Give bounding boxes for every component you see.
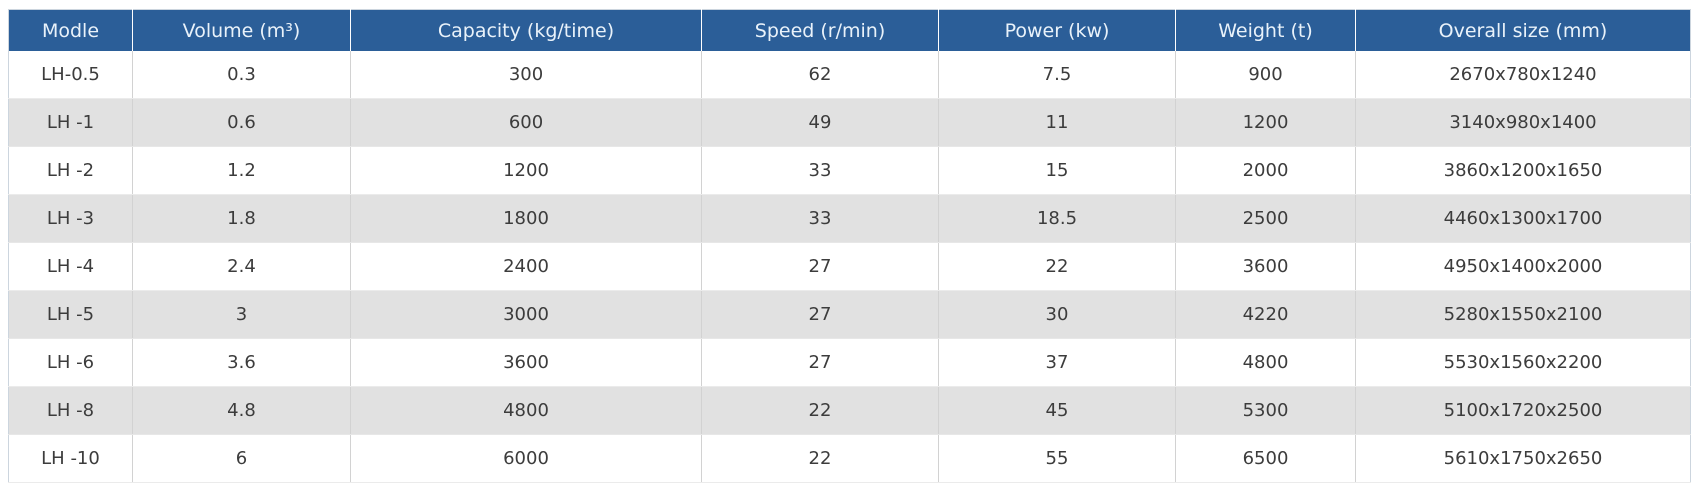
cell-modle: LH -4 xyxy=(8,242,133,291)
cell-volume: 0.6 xyxy=(132,98,351,147)
column-header-overall-size: Overall size (mm) xyxy=(1355,9,1691,51)
cell-overall-size: 5530x1560x2200 xyxy=(1355,338,1691,387)
cell-overall-size: 4460x1300x1700 xyxy=(1355,194,1691,243)
cell-power: 15 xyxy=(938,146,1176,195)
cell-capacity: 4800 xyxy=(350,386,702,435)
cell-weight: 2000 xyxy=(1175,146,1356,195)
cell-volume: 6 xyxy=(132,434,351,483)
column-header-volume: Volume (m³) xyxy=(132,9,351,51)
cell-speed: 27 xyxy=(701,290,939,339)
table-header: Modle Volume (m³) Capacity (kg/time) Spe… xyxy=(8,9,1691,51)
cell-volume: 1.8 xyxy=(132,194,351,243)
cell-power: 55 xyxy=(938,434,1176,483)
cell-power: 22 xyxy=(938,242,1176,291)
column-header-weight: Weight (t) xyxy=(1175,9,1356,51)
table-row: LH-0.5 0.3 300 62 7.5 900 2670x780x1240 xyxy=(8,51,1691,99)
cell-capacity: 6000 xyxy=(350,434,702,483)
cell-speed: 22 xyxy=(701,434,939,483)
table-row: LH -1 0.6 600 49 11 1200 3140x980x1400 xyxy=(8,98,1691,147)
cell-weight: 900 xyxy=(1175,51,1356,99)
cell-power: 37 xyxy=(938,338,1176,387)
cell-overall-size: 3860x1200x1650 xyxy=(1355,146,1691,195)
cell-overall-size: 4950x1400x2000 xyxy=(1355,242,1691,291)
cell-modle: LH -3 xyxy=(8,194,133,243)
table-row: LH -10 6 6000 22 55 6500 5610x1750x2650 xyxy=(8,434,1691,483)
cell-power: 18.5 xyxy=(938,194,1176,243)
cell-speed: 22 xyxy=(701,386,939,435)
table-row: LH -2 1.2 1200 33 15 2000 3860x1200x1650 xyxy=(8,146,1691,195)
cell-power: 30 xyxy=(938,290,1176,339)
cell-volume: 3.6 xyxy=(132,338,351,387)
cell-weight: 1200 xyxy=(1175,98,1356,147)
column-header-modle: Modle xyxy=(8,9,133,51)
cell-capacity: 300 xyxy=(350,51,702,99)
cell-modle: LH -2 xyxy=(8,146,133,195)
table-row: LH -5 3 3000 27 30 4220 5280x1550x2100 xyxy=(8,290,1691,339)
cell-power: 7.5 xyxy=(938,51,1176,99)
cell-modle: LH -5 xyxy=(8,290,133,339)
cell-overall-size: 5280x1550x2100 xyxy=(1355,290,1691,339)
column-header-speed: Speed (r/min) xyxy=(701,9,939,51)
cell-overall-size: 5610x1750x2650 xyxy=(1355,434,1691,483)
table-body: LH-0.5 0.3 300 62 7.5 900 2670x780x1240 LH -1 0.… xyxy=(8,51,1691,483)
cell-weight: 4220 xyxy=(1175,290,1356,339)
cell-speed: 33 xyxy=(701,146,939,195)
cell-capacity: 3600 xyxy=(350,338,702,387)
cell-capacity: 600 xyxy=(350,98,702,147)
cell-overall-size: 3140x980x1400 xyxy=(1355,98,1691,147)
cell-capacity: 3000 xyxy=(350,290,702,339)
table-row: LH -4 2.4 2400 27 22 3600 4950x1400x2000 xyxy=(8,242,1691,291)
cell-volume: 4.8 xyxy=(132,386,351,435)
cell-speed: 27 xyxy=(701,242,939,291)
cell-speed: 27 xyxy=(701,338,939,387)
cell-volume: 2.4 xyxy=(132,242,351,291)
cell-speed: 49 xyxy=(701,98,939,147)
cell-weight: 6500 xyxy=(1175,434,1356,483)
header-row: Modle Volume (m³) Capacity (kg/time) Spe… xyxy=(8,9,1691,51)
cell-weight: 3600 xyxy=(1175,242,1356,291)
cell-volume: 3 xyxy=(132,290,351,339)
cell-overall-size: 2670x780x1240 xyxy=(1355,51,1691,99)
cell-modle: LH -8 xyxy=(8,386,133,435)
column-header-capacity: Capacity (kg/time) xyxy=(350,9,702,51)
table-row: LH -3 1.8 1800 33 18.5 2500 4460x1300x1700 xyxy=(8,194,1691,243)
cell-capacity: 1200 xyxy=(350,146,702,195)
table-row: LH -6 3.6 3600 27 37 4800 5530x1560x2200 xyxy=(8,338,1691,387)
column-header-power: Power (kw) xyxy=(938,9,1176,51)
cell-weight: 2500 xyxy=(1175,194,1356,243)
cell-modle: LH -1 xyxy=(8,98,133,147)
cell-capacity: 2400 xyxy=(350,242,702,291)
spec-table: Modle Volume (m³) Capacity (kg/time) Spe… xyxy=(8,9,1691,483)
cell-power: 45 xyxy=(938,386,1176,435)
cell-overall-size: 5100x1720x2500 xyxy=(1355,386,1691,435)
cell-power: 11 xyxy=(938,98,1176,147)
table-row: LH -8 4.8 4800 22 45 5300 5100x1720x2500 xyxy=(8,386,1691,435)
cell-capacity: 1800 xyxy=(350,194,702,243)
cell-modle: LH-0.5 xyxy=(8,51,133,99)
cell-speed: 62 xyxy=(701,51,939,99)
spec-table-container: Modle Volume (m³) Capacity (kg/time) Spe… xyxy=(8,9,1691,483)
cell-weight: 4800 xyxy=(1175,338,1356,387)
cell-modle: LH -10 xyxy=(8,434,133,483)
cell-speed: 33 xyxy=(701,194,939,243)
cell-weight: 5300 xyxy=(1175,386,1356,435)
cell-volume: 0.3 xyxy=(132,51,351,99)
cell-volume: 1.2 xyxy=(132,146,351,195)
cell-modle: LH -6 xyxy=(8,338,133,387)
